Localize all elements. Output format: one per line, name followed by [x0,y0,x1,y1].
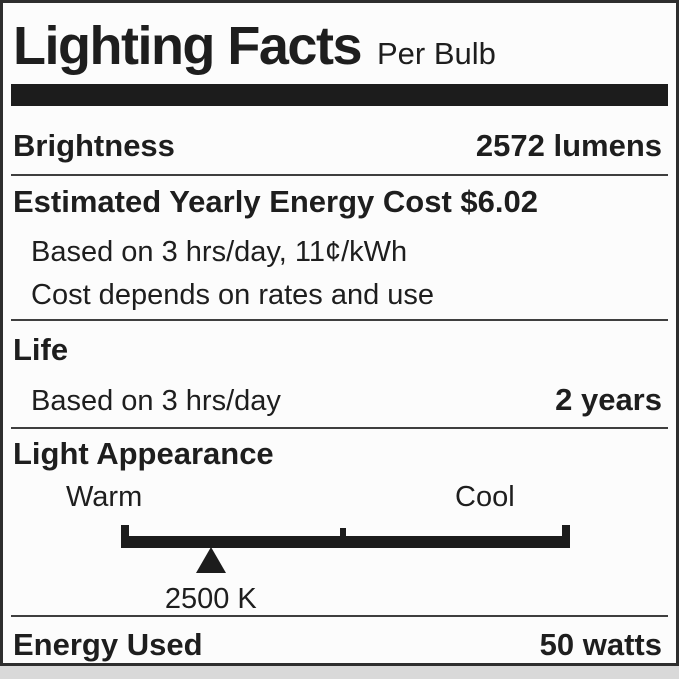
cool-label: Cool [455,480,515,513]
energy-used-row: Energy Used 50 watts [3,627,676,663]
divider [11,174,668,176]
brightness-label: Brightness [13,128,175,163]
label-title: Lighting Facts [13,16,362,76]
life-value: 2 years [555,381,662,417]
warm-label: Warm [66,480,143,513]
scale-left-tick [121,524,129,548]
life-row: Based on 3 hrs/day 2 years [3,382,676,427]
life-basis-note: Based on 3 hrs/day [31,384,281,417]
divider [11,426,668,429]
divider [11,614,668,617]
header-separator-bar [11,84,668,106]
brightness-row: Brightness 2572 lumens [3,106,676,174]
divider [11,319,668,322]
energy-used-label: Energy Used [13,626,203,662]
kelvin-marker-icon [195,546,226,573]
energy-cost-basis-note: Based on 3 hrs/day, 11¢/kWh [31,236,408,269]
brightness-value: 2572 lumens [475,128,662,163]
scale-middle-tick [340,527,346,546]
color-temperature-value: 2500 K [164,582,257,615]
scale-right-tick [562,524,570,548]
energy-cost-disclaimer-note: Cost depends on rates and use [31,278,435,311]
light-appearance-heading: Light Appearance [13,435,274,471]
per-unit-label: Per Bulb [376,36,496,71]
label-header: Lighting Facts Per Bulb [3,3,676,84]
energy-used-value: 50 watts [539,626,662,662]
light-appearance-section: Light Appearance Warm Cool 2500 K [3,429,676,615]
life-heading: Life [13,332,69,368]
energy-cost-heading: Estimated Yearly Energy Cost $6.02 [13,184,538,219]
